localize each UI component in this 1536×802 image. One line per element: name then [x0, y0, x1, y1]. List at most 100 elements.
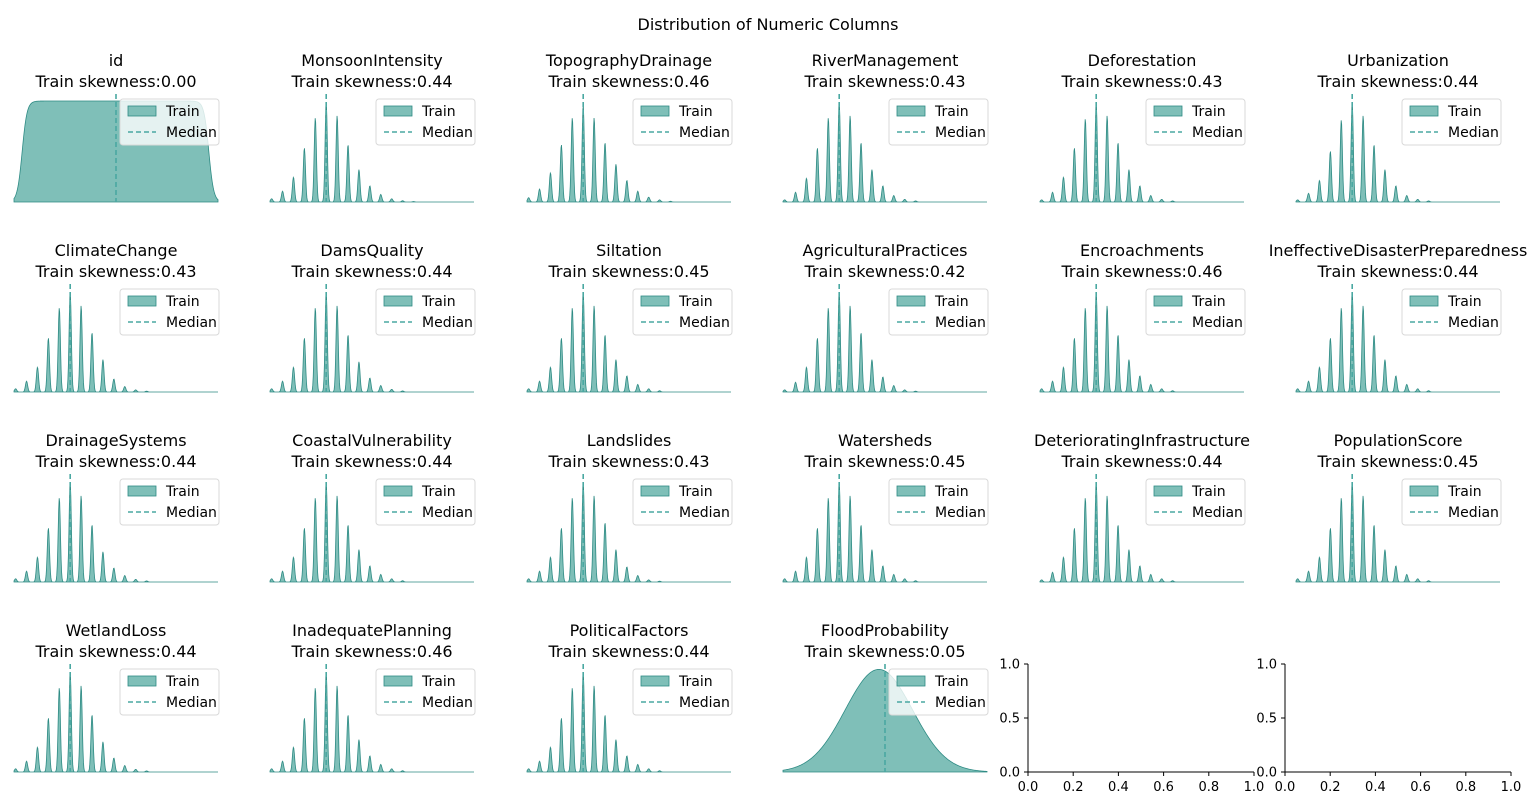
subplot-title: InadequatePlanning — [292, 621, 452, 640]
legend-median-label: Median — [422, 695, 473, 711]
subplot-Siltation: Siltation Train skewness:0.45 Train Median — [526, 241, 733, 393]
legend-train-swatch — [640, 105, 670, 117]
subplot-InadequatePlanning: InadequatePlanning Train skewness:0.46 Tra… — [269, 621, 476, 773]
subplot-MonsoonIntensity: MonsoonIntensity Train skewness:0.44 Train… — [269, 51, 476, 203]
subplot-RiverManagement: RiverManagement Train skewness:0.43 Train M… — [782, 51, 989, 203]
density-area — [526, 105, 731, 203]
subplot-DrainageSystems: DrainageSystems Train skewness:0.44 Train M… — [13, 431, 220, 583]
legend: Train Median — [119, 478, 220, 526]
legend: Train Median — [888, 668, 989, 716]
legend-train-label: Train — [934, 294, 969, 310]
legend-median-label: Median — [1192, 315, 1243, 331]
subplot-skewness: Train skewness:0.45 — [803, 452, 965, 471]
legend-train-label: Train — [165, 294, 200, 310]
subplot-title: ClimateChange — [55, 241, 178, 260]
legend: Train Median — [632, 288, 733, 336]
subplot-Deforestation: Deforestation Train skewness:0.43 Train Med… — [1039, 51, 1246, 203]
density-area — [13, 292, 218, 393]
density-area — [13, 482, 218, 583]
legend-median-label: Median — [679, 315, 730, 331]
legend-median-label: Median — [935, 505, 986, 521]
density-area — [526, 482, 731, 583]
x-tick-label: 0.4 — [1108, 780, 1129, 795]
legend-median-label: Median — [935, 315, 986, 331]
legend-train-swatch — [383, 105, 413, 117]
density-area — [782, 482, 987, 583]
legend: Train Median — [1401, 288, 1502, 336]
legend-median-label: Median — [1448, 505, 1499, 521]
legend: Train Median — [375, 668, 476, 716]
legend-train-label: Train — [1191, 104, 1226, 120]
subplot-skewness: Train skewness:0.44 — [547, 642, 709, 661]
legend-median-label: Median — [422, 505, 473, 521]
legend-median-label: Median — [422, 125, 473, 141]
subplot-TopographyDrainage: TopographyDrainage Train skewness:0.46 Tra… — [526, 51, 733, 203]
subplot-title: id — [109, 51, 124, 70]
legend: Train Median — [375, 288, 476, 336]
subplot-FloodProbability: FloodProbability Train skewness:0.05 Train… — [782, 621, 989, 773]
legend-median-label: Median — [166, 505, 217, 521]
legend-median-label: Median — [679, 125, 730, 141]
legend-train-swatch — [640, 295, 670, 307]
density-area — [1295, 103, 1500, 203]
legend: Train Median — [1401, 478, 1502, 526]
subplot-title: AgriculturalPractices — [803, 241, 968, 260]
density-area — [1039, 103, 1244, 203]
subplot-DamsQuality: DamsQuality Train skewness:0.44 Train Media… — [269, 241, 476, 393]
subplot-title: PoliticalFactors — [570, 621, 689, 640]
subplot-title: FloodProbability — [821, 621, 949, 640]
legend: Train Median — [1145, 288, 1246, 336]
subplot-Watersheds: Watersheds Train skewness:0.45 Train Median — [782, 431, 989, 583]
legend-median-label: Median — [1192, 505, 1243, 521]
legend-train-label: Train — [934, 674, 969, 690]
subplot-Landslides: Landslides Train skewness:0.43 Train Median — [526, 431, 733, 583]
legend-train-swatch — [1409, 295, 1439, 307]
subplot-AgriculturalPractices: AgriculturalPractices Train skewness:0.42… — [782, 241, 989, 393]
subplot-PoliticalFactors: PoliticalFactors Train skewness:0.44 Train… — [526, 621, 733, 773]
legend-train-label: Train — [421, 294, 456, 310]
legend-train-swatch — [1409, 105, 1439, 117]
empty-axes-2: 0.0 0.2 0.4 0.6 0.8 1.0 0.0 0.5 1.0 — [1256, 658, 1521, 796]
subplot-WetlandLoss: WetlandLoss Train skewness:0.44 Train Media… — [13, 621, 220, 773]
subplot-title: Landslides — [587, 431, 672, 450]
empty-axes-group: 0.0 0.2 0.4 0.6 0.8 1.00.00.51.00.0 0.2 0.4 0.6 0… — [999, 658, 1521, 796]
subplot-skewness: Train skewness:0.44 — [1316, 262, 1478, 281]
legend-train-swatch — [1153, 105, 1183, 117]
legend-median-label: Median — [1448, 125, 1499, 141]
legend-train-swatch — [1153, 295, 1183, 307]
legend-train-label: Train — [678, 294, 713, 310]
y-tick-label: 0.5 — [999, 712, 1020, 727]
legend-train-swatch — [383, 485, 413, 497]
x-tick-label: 0.4 — [1365, 780, 1386, 795]
legend-train-label: Train — [1447, 484, 1482, 500]
legend-median-label: Median — [935, 695, 986, 711]
legend-train-swatch — [127, 485, 157, 497]
empty-axes-1: 0.0 0.2 0.4 0.6 0.8 1.0 0.0 0.5 1.0 — [999, 658, 1264, 796]
x-tick-label: 1.0 — [1501, 780, 1522, 795]
subplot-skewness: Train skewness:0.44 — [34, 452, 196, 471]
subplot-DeterioratingInfrastructure: DeterioratingInfrastructure Train skewnes… — [1034, 431, 1250, 583]
legend-train-label: Train — [421, 674, 456, 690]
legend-train-label: Train — [678, 104, 713, 120]
y-tick-label: 1.0 — [999, 658, 1020, 673]
legend-train-swatch — [896, 105, 926, 117]
legend-train-swatch — [127, 675, 157, 687]
density-area — [269, 102, 474, 203]
density-area — [13, 672, 218, 773]
subplot-skewness: Train skewness:0.00 — [34, 72, 196, 91]
subplot-title: DrainageSystems — [45, 431, 186, 450]
legend: Train Median — [375, 98, 476, 146]
density-area — [1295, 482, 1500, 583]
legend: Train Median — [375, 478, 476, 526]
subplot-CoastalVulnerability: CoastalVulnerability Train skewness:0.44 T… — [269, 431, 476, 583]
subplot-title: CoastalVulnerability — [292, 431, 452, 450]
legend-train-label: Train — [1191, 294, 1226, 310]
subplot-title: DeterioratingInfrastructure — [1034, 431, 1250, 450]
subplot-skewness: Train skewness:0.46 — [1060, 262, 1222, 281]
subplot-skewness: Train skewness:0.46 — [290, 642, 452, 661]
subplot-Encroachments: Encroachments Train skewness:0.46 Train Med… — [1039, 241, 1246, 393]
y-tick-label: 0.0 — [1256, 766, 1277, 781]
subplot-skewness: Train skewness:0.44 — [1316, 72, 1478, 91]
legend-median-label: Median — [166, 315, 217, 331]
